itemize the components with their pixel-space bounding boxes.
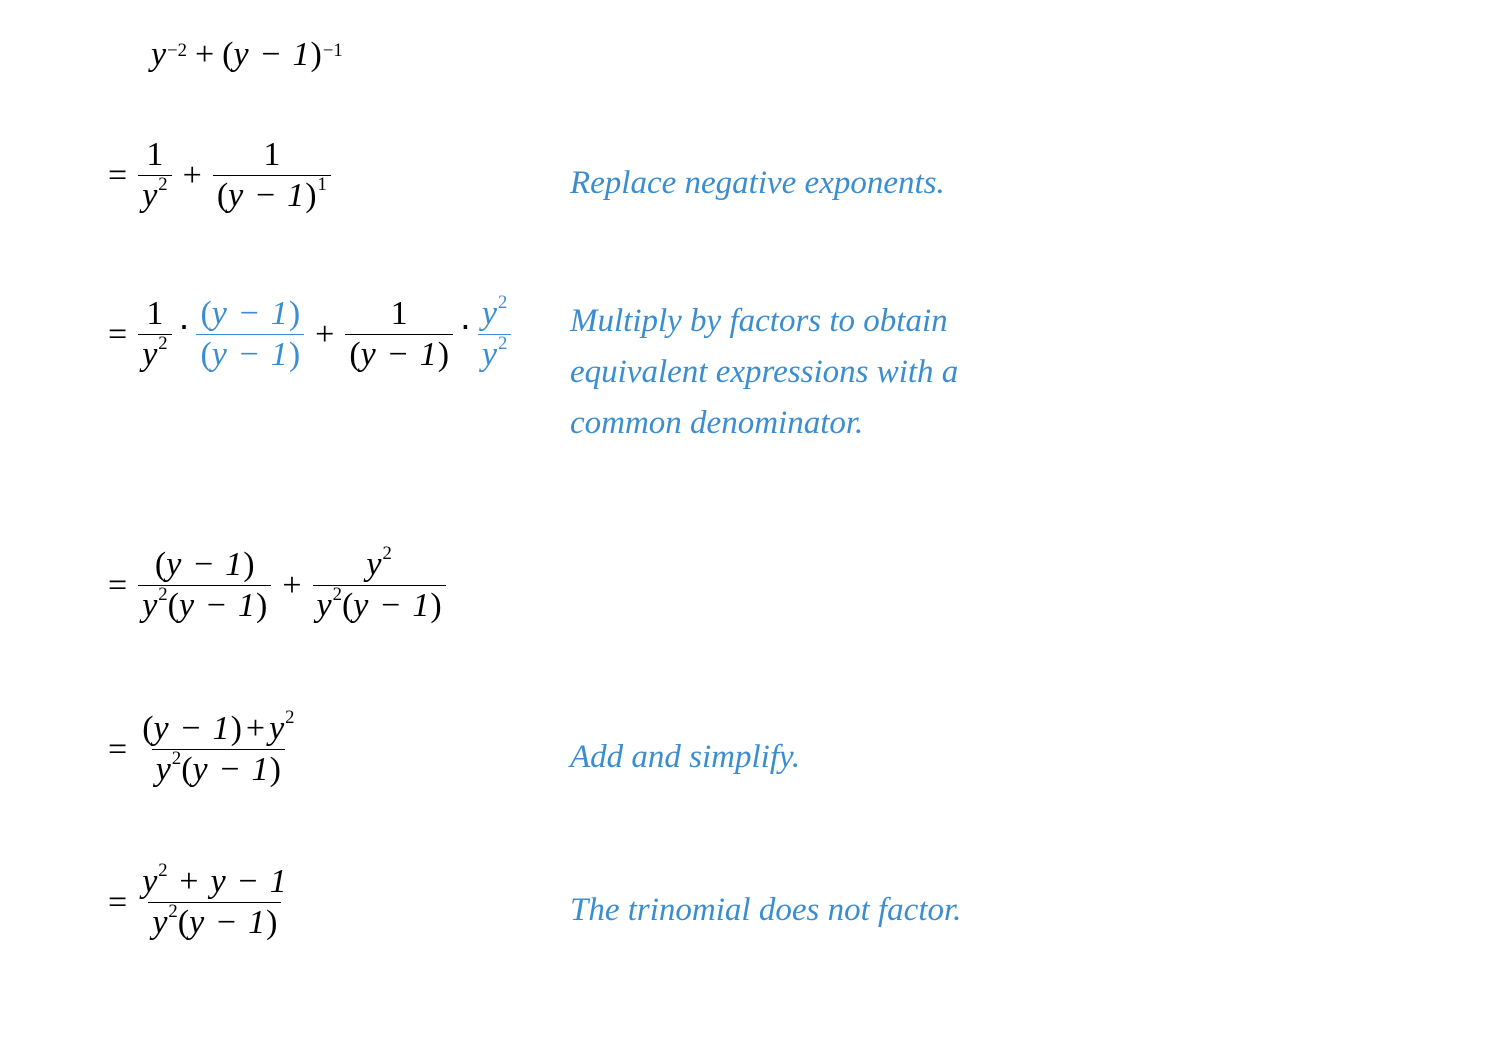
expression-step4: = (y − 1) y2(y − 1) + y2 y2(y − 1)	[108, 548, 449, 623]
fraction-a: 1 y2	[138, 297, 171, 372]
denominator-y2: y2	[138, 175, 171, 213]
expression-step3: = 1 y2 ⋅ (y − 1) (y − 1) + 1 (y − 1) ⋅ y…	[108, 297, 514, 372]
fraction-a4: (y − 1) y2(y − 1)	[138, 548, 271, 623]
equals: =	[108, 159, 127, 193]
cdot: ⋅	[179, 312, 190, 346]
plus-sign: +	[315, 318, 334, 352]
annotation-step3: Multiply by factors to obtain equivalent…	[570, 296, 958, 449]
equals: =	[108, 318, 127, 352]
numerator-1b: 1	[259, 138, 284, 175]
cdot: ⋅	[460, 312, 471, 346]
numerator-1: 1	[142, 138, 167, 175]
equals: =	[108, 886, 127, 920]
expression-step5: = (y − 1)+y2 y2(y − 1)	[108, 712, 302, 787]
fraction-c: 1 (y − 1)	[345, 297, 453, 372]
math-line-6: = y2 + y − 1 y2(y − 1)	[108, 865, 295, 940]
fraction-d-highlighted: y2 y2	[478, 297, 511, 372]
exp-neg2: −2	[167, 42, 187, 61]
math-worked-example: y−2 + ( y − 1 )−1 = 1 y2 + 1 (y − 1)1 Re…	[0, 0, 1500, 1051]
annotation-step5: Add and simplify.	[570, 732, 800, 783]
var-y: y	[151, 38, 166, 72]
expression-step6: = y2 + y − 1 y2(y − 1)	[108, 865, 295, 940]
denominator-yminus1-pow1: (y − 1)1	[213, 175, 331, 213]
fraction-1-over-y2: 1 y2	[138, 138, 171, 213]
lparen: (	[222, 38, 233, 72]
annotation-step6: The trinomial does not factor.	[570, 885, 961, 936]
fraction-5: (y − 1)+y2 y2(y − 1)	[138, 712, 298, 787]
plus-sign: +	[282, 569, 301, 603]
plus-sign: +	[195, 38, 214, 72]
math-line-4: = (y − 1) y2(y − 1) + y2 y2(y − 1)	[108, 548, 449, 623]
fraction-b-highlighted: (y − 1) (y − 1)	[196, 297, 304, 372]
math-line-3: = 1 y2 ⋅ (y − 1) (y − 1) + 1 (y − 1) ⋅ y…	[108, 297, 514, 372]
fraction-1-over-yminus1: 1 (y − 1)1	[213, 138, 331, 213]
rparen: )	[311, 38, 322, 72]
y-minus-1: y − 1	[234, 38, 311, 72]
math-line-1: y−2 + ( y − 1 )−1	[151, 38, 343, 72]
math-line-2: = 1 y2 + 1 (y − 1)1	[108, 138, 334, 213]
expression-step2: = 1 y2 + 1 (y − 1)1	[108, 138, 334, 213]
exp-neg1: −1	[323, 42, 343, 61]
equals: =	[108, 569, 127, 603]
equals: =	[108, 733, 127, 767]
fraction-b4: y2 y2(y − 1)	[313, 548, 446, 623]
math-line-5: = (y − 1)+y2 y2(y − 1)	[108, 712, 302, 787]
expression-original: y−2 + ( y − 1 )−1	[151, 38, 343, 72]
annotation-step2: Replace negative exponents.	[570, 158, 945, 209]
fraction-6: y2 + y − 1 y2(y − 1)	[138, 865, 291, 940]
plus-sign: +	[183, 159, 202, 193]
